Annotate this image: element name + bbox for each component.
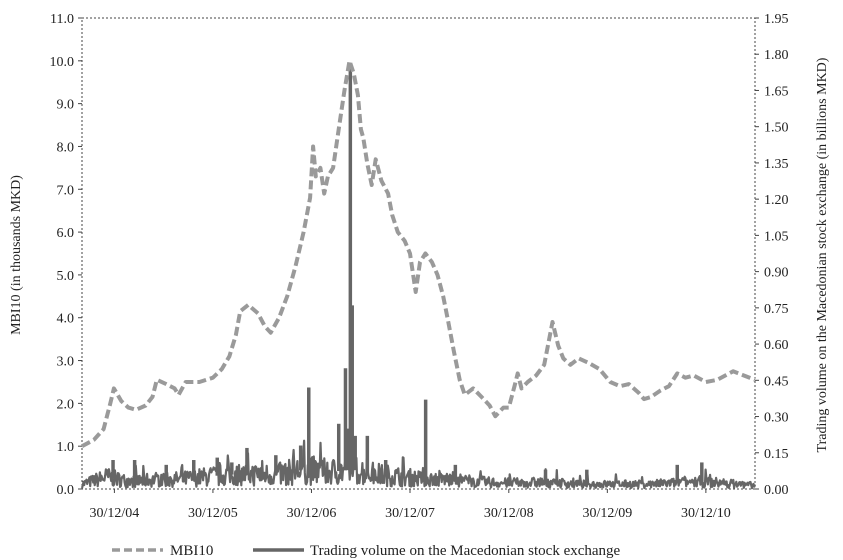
right-tick-label: 1.35: [764, 157, 789, 172]
right-tick-label: 0.30: [764, 411, 789, 426]
left-tick-label: 8.0: [57, 140, 75, 155]
left-tick-label: 0.0: [57, 483, 75, 498]
plot-frame: [81, 17, 756, 490]
left-tick-label: 1.0: [57, 440, 75, 455]
left-tick-label: 9.0: [57, 98, 75, 113]
legend-label-volume: Trading volume on the Macedonian stock e…: [310, 543, 621, 559]
x-tick-label: 30/12/05: [188, 506, 238, 521]
mbi10-line: [81, 58, 756, 448]
volume-line: [80, 439, 757, 490]
x-tick-label: 30/12/08: [484, 506, 534, 521]
right-tick-label: 1.05: [764, 229, 789, 244]
volume-series: [80, 63, 757, 490]
left-tick-label: 10.0: [50, 55, 75, 70]
left-tick-label: 6.0: [57, 226, 75, 241]
right-tick-label: 1.80: [764, 48, 789, 63]
legend-label-mbi10: MBI10: [170, 543, 213, 559]
right-tick-label: 0.45: [764, 374, 789, 389]
x-tick-label: 30/12/09: [582, 506, 632, 521]
x-axis-ticks: 30/12/04 30/12/05 30/12/06 30/12/07 30/12/08…: [90, 489, 731, 521]
right-axis-title: Trading volume on the Macedonian stock e…: [815, 57, 830, 452]
x-tick-label: 30/12/04: [90, 506, 140, 521]
left-tick-label: 2.0: [57, 397, 75, 412]
left-tick-label: 3.0: [57, 355, 75, 370]
left-tick-label: 11.0: [50, 12, 74, 27]
right-tick-label: 0.15: [764, 447, 789, 462]
x-tick-label: 30/12/10: [681, 506, 731, 521]
right-tick-label: 1.65: [764, 84, 789, 99]
right-tick-label: 0.60: [764, 338, 789, 353]
right-tick-label: 0.90: [764, 266, 789, 281]
left-axis-title: MBI10 (in thousands MKD): [9, 175, 24, 335]
mbi10-series: [81, 58, 756, 448]
right-tick-label: 0.00: [764, 483, 789, 498]
right-axis-ticks: 0.00 0.15 0.30 0.45 0.60 0.75 0.90 1.05 1.20 1.35…: [755, 12, 789, 498]
right-tick-label: 1.20: [764, 193, 789, 208]
right-tick-label: 0.75: [764, 302, 789, 317]
left-tick-label: 5.0: [57, 269, 75, 284]
right-tick-label: 1.50: [764, 121, 789, 136]
left-tick-label: 7.0: [57, 183, 75, 198]
left-axis-ticks: 0.0 1.0 2.0 3.0 4.0 5.0 6.0 7.0 8.0 9.0 10.0 11.0: [50, 12, 82, 498]
legend: MBI10 Trading volume on the Macedonian s…: [112, 543, 621, 559]
left-tick-label: 4.0: [57, 312, 75, 327]
x-tick-label: 30/12/06: [287, 506, 337, 521]
right-tick-label: 1.95: [764, 12, 789, 27]
x-tick-label: 30/12/07: [385, 506, 435, 521]
